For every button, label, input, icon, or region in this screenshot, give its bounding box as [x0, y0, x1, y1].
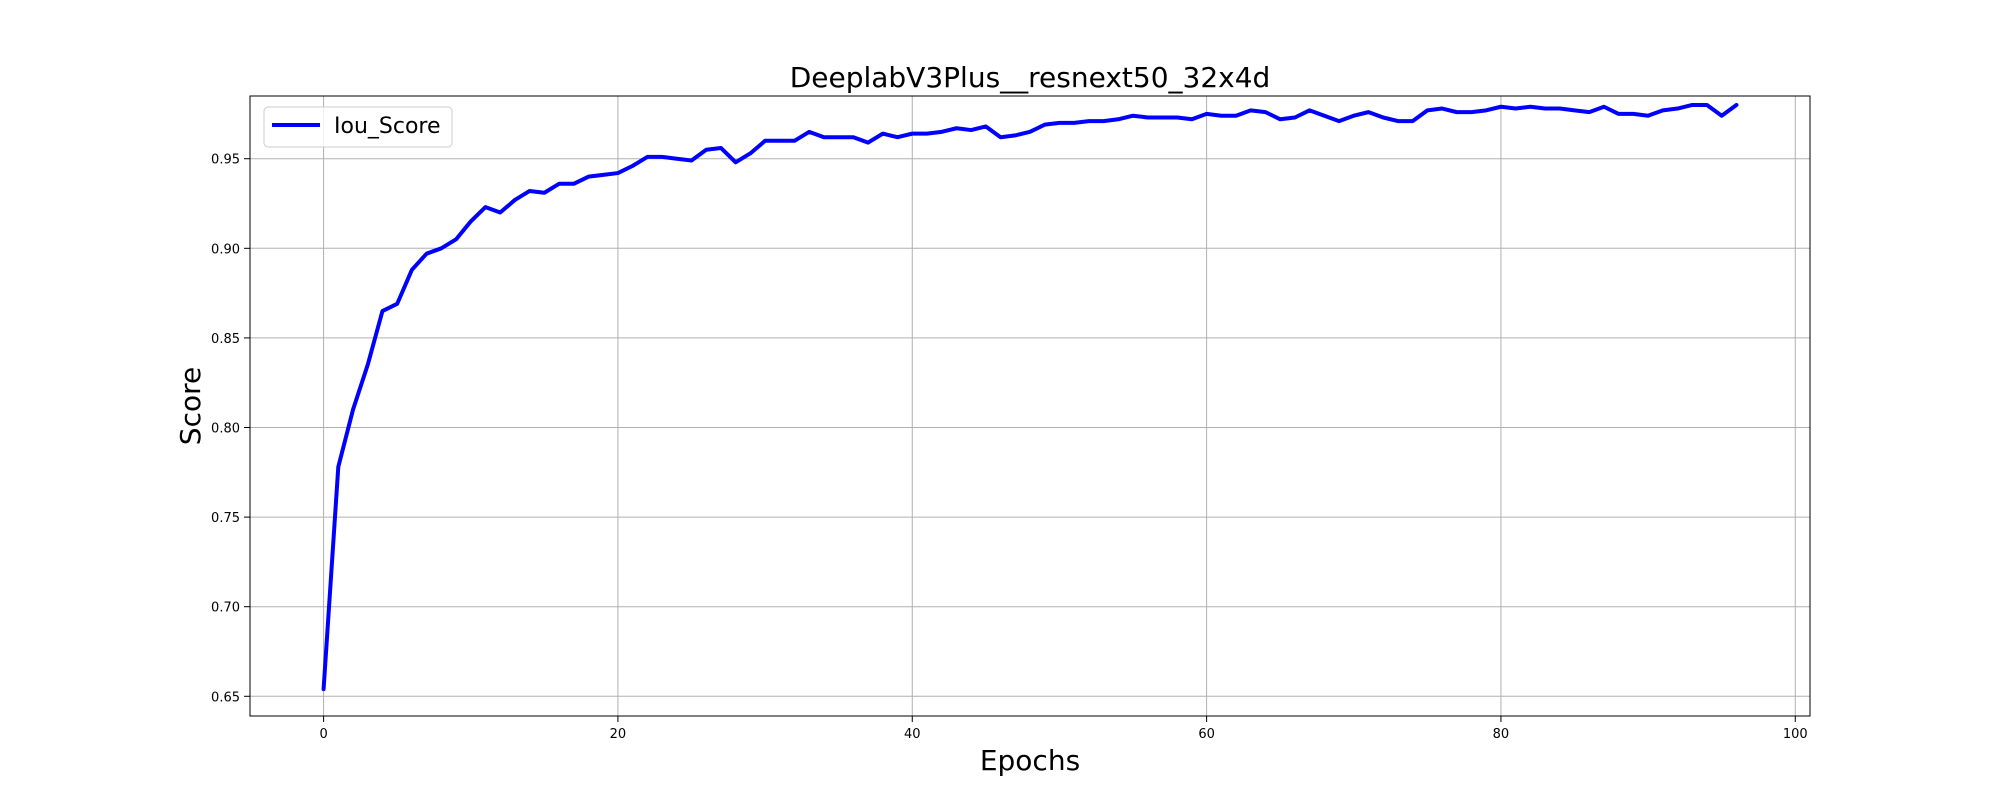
y-tick-label: 0.75 [211, 511, 240, 526]
x-tick-label: 100 [1783, 727, 1808, 742]
series-line-iou-score [321, 102, 1739, 692]
y-tick-label: 0.95 [211, 153, 240, 168]
y-tick-label: 0.90 [211, 242, 240, 257]
grid-layer [250, 96, 1810, 716]
legend-label-iou-score: Iou_Score [334, 114, 441, 139]
x-tick-label: 80 [1493, 727, 1510, 742]
y-axis-label: Score [174, 367, 207, 445]
y-tick-label: 0.80 [211, 422, 240, 437]
legend: Iou_Score [263, 106, 453, 148]
series-layer [321, 102, 1739, 692]
chart-title: DeeplabV3Plus__resnext50_32x4d [790, 61, 1271, 94]
y-tick-label: 0.85 [211, 332, 240, 347]
x-tick-label: 20 [610, 727, 627, 742]
y-tick-label: 0.65 [211, 690, 240, 705]
x-tick-label: 60 [1198, 727, 1215, 742]
x-tick-label: 40 [904, 727, 921, 742]
y-tick-label: 0.70 [211, 601, 240, 616]
tick-layer: 0 20 40 60 80 100 0.65 0.70 0.75 0.80 0.85 0.90 0.95 [211, 153, 1808, 742]
x-tick-label: 0 [319, 727, 327, 742]
plot-frame [249, 95, 1811, 717]
x-axis-label: Epochs [980, 744, 1080, 777]
legend-box [263, 106, 453, 148]
